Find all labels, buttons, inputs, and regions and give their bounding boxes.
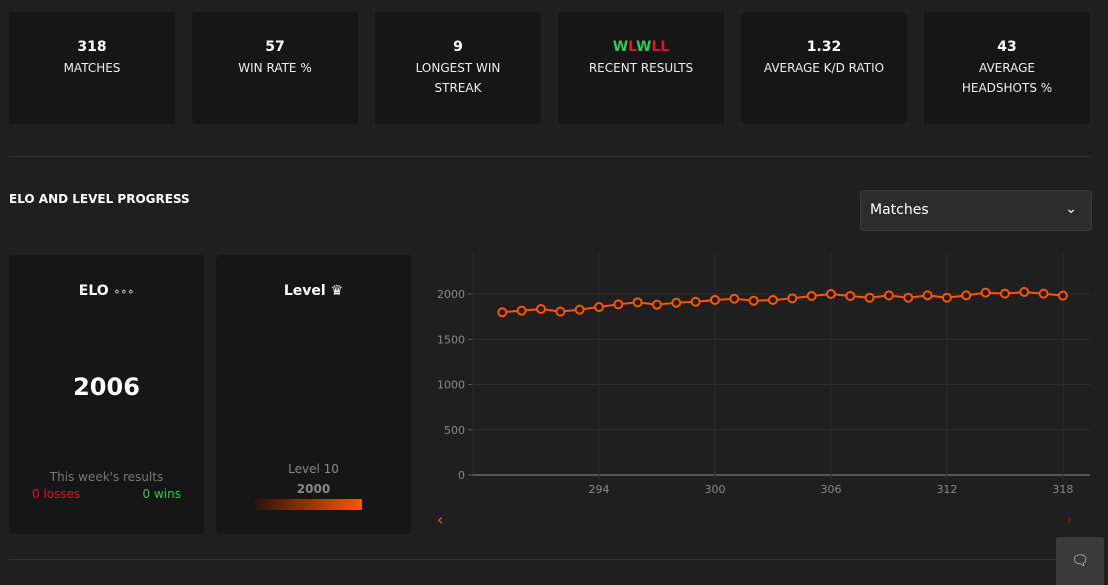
stat-matches: 318 MATCHES [9,12,175,124]
data-point [806,290,817,301]
y-tick-label: 0 [458,469,465,482]
data-point [748,295,759,306]
result-loss: L [628,39,636,55]
data-point [536,304,547,315]
data-point [1057,290,1068,301]
level-label: Level 10 [288,462,339,476]
chevron-down-icon: ⌄ [1065,201,1077,217]
y-tick-label: 500 [444,424,465,437]
data-point [922,290,933,301]
data-point [1038,288,1049,299]
chat-icon: 🗨 [1071,553,1089,569]
chart-prev-button[interactable]: ‹ [437,510,444,529]
level-progress-bar [255,499,362,510]
divider [9,156,1091,157]
dropdown-value: Matches [870,202,929,218]
elo-card: ELO ∘∘∘ 2006 This week's results 0 losse… [9,255,204,534]
stat-longest-streak: 9 LONGEST WIN STREAK [375,12,541,124]
stat-value: 57 [265,39,285,55]
stat-value: 1.32 [806,39,842,55]
data-point [825,289,836,299]
data-point [845,290,856,301]
data-point [555,306,566,317]
data-point [729,293,740,304]
stat-win-rate: 57 WIN RATE % [192,12,358,124]
chart-next-button[interactable]: › [1066,510,1073,529]
losses: 0 losses [32,487,81,501]
data-point [613,299,624,310]
x-tick-label: 294 [589,483,610,496]
data-point [497,307,508,318]
x-tick-label: 312 [936,483,957,496]
chat-button[interactable]: 🗨 [1056,537,1104,585]
data-point [787,293,798,304]
level-title: Level [283,283,326,299]
data-point [709,294,720,305]
data-point [961,290,972,301]
stat-value: 9 [453,39,463,55]
data-point [999,288,1010,299]
result-win: W [636,39,652,55]
crown-icon: ♛ [330,283,344,299]
elo-title: ELO [78,283,109,299]
x-tick-label: 318 [1052,483,1073,496]
result-loss: L [660,39,670,55]
wins: 0 wins [142,487,181,501]
data-point [903,292,914,303]
stat-headshots: 43 AVERAGE HEADSHOTS % [924,12,1090,124]
elo-value: 2006 [73,373,140,401]
level-card: Level ♛ Level 10 2000 [216,255,411,534]
data-point [767,294,778,305]
stat-label: RECENT RESULTS [588,61,694,75]
divider [9,559,1091,560]
recent-results-value: WLWLL [558,39,724,55]
stat-label: LONGEST WIN STREAK [415,61,501,95]
data-point [690,296,701,307]
data-point [671,297,682,308]
stat-label: AVERAGE HEADSHOTS % [961,61,1053,95]
stat-recent-results: WLWLL RECENT RESULTS [558,12,724,124]
view-dropdown[interactable]: Matches ⌄ [860,190,1092,231]
elo-line [502,291,1064,314]
stat-label: AVERAGE K/D RATIO [763,61,885,75]
section-title: ELO AND LEVEL PROGRESS [9,192,190,206]
y-tick-label: 2000 [437,288,465,301]
y-tick-label: 1000 [437,379,465,392]
data-point [941,292,952,303]
result-loss: L [651,39,661,55]
data-point [574,304,585,315]
data-point [883,290,894,301]
data-point [594,302,604,313]
graph-nodes-icon: ∘∘∘ [113,285,135,298]
elo-chart: 0 500 1000 1500 2000 294 300 306 312 318 [437,255,1090,496]
stat-value: 43 [997,39,1017,55]
stat-label: WIN RATE % [238,61,312,75]
stat-label: MATCHES [63,61,121,75]
data-point [1019,287,1030,298]
x-tick-label: 300 [704,483,725,496]
result-win: W [612,39,629,55]
data-point [632,297,643,308]
data-point [651,299,662,310]
data-point [864,292,875,303]
stat-kd: 1.32 AVERAGE K/D RATIO [741,12,907,124]
week-results-label: This week's results [49,470,164,484]
data-point [980,287,991,298]
y-tick-label: 1500 [437,333,465,346]
x-tick-label: 306 [820,483,841,496]
data-point [516,305,527,316]
stat-value: 318 [77,39,107,55]
level-elo: 2000 [296,482,331,496]
